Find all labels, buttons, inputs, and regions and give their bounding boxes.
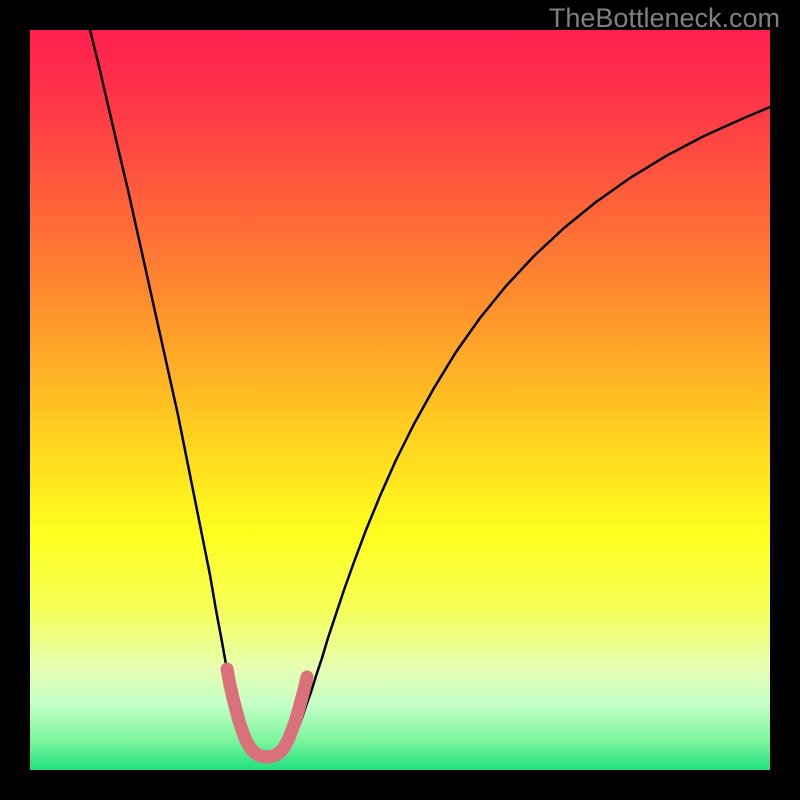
bottleneck-curve — [90, 30, 770, 757]
curves-svg — [30, 30, 770, 770]
watermark-text: TheBottleneck.com — [549, 3, 780, 34]
bottom-accent — [227, 669, 307, 757]
plot-area — [30, 30, 770, 770]
